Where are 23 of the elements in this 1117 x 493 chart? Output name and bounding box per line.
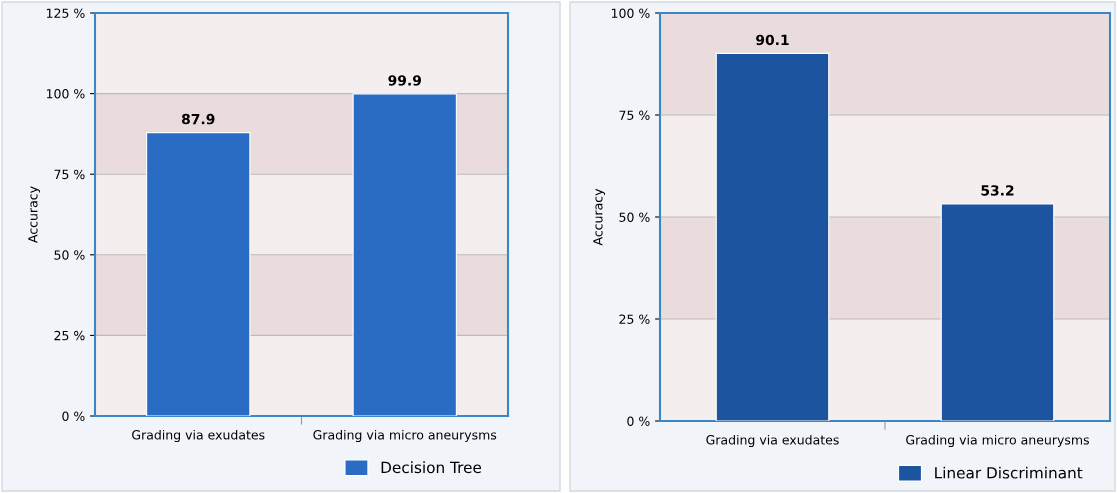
y-tick-label: 125 % — [46, 8, 85, 18]
x-tick-label: Grading via exudates — [132, 429, 265, 442]
x-tick-label: Grading via micro aneurysms — [906, 434, 1089, 447]
y-tick-label: 100 % — [611, 8, 650, 18]
y-tick-label: 50 % — [619, 212, 650, 222]
x-tick-label: Grading via micro aneurysms — [313, 429, 497, 442]
data-label: 87.9 — [181, 113, 215, 125]
y-tick-label: 25 % — [54, 330, 85, 341]
data-label: 90.1 — [756, 34, 789, 46]
y-axis-title: Accuracy — [28, 186, 41, 243]
y-tick-label: 50 % — [54, 250, 85, 260]
y-tick-label: 0 % — [627, 416, 650, 426]
x-tick-label: Grading via exudates — [706, 434, 839, 447]
data-label: 53.2 — [981, 185, 1014, 196]
y-tick-label: 100 % — [46, 89, 85, 99]
y-axis-title: Accuracy — [593, 188, 606, 246]
y-tick-label: 75 % — [54, 169, 85, 180]
y-tick-label: 0 % — [62, 411, 85, 421]
y-tick-label: 75 % — [619, 110, 650, 120]
y-tick-label: 25 % — [619, 314, 650, 324]
legend-label: Linear Discriminant — [935, 466, 1083, 479]
legend-label: Decision Tree — [381, 461, 482, 474]
data-label: 99.9 — [388, 75, 421, 86]
